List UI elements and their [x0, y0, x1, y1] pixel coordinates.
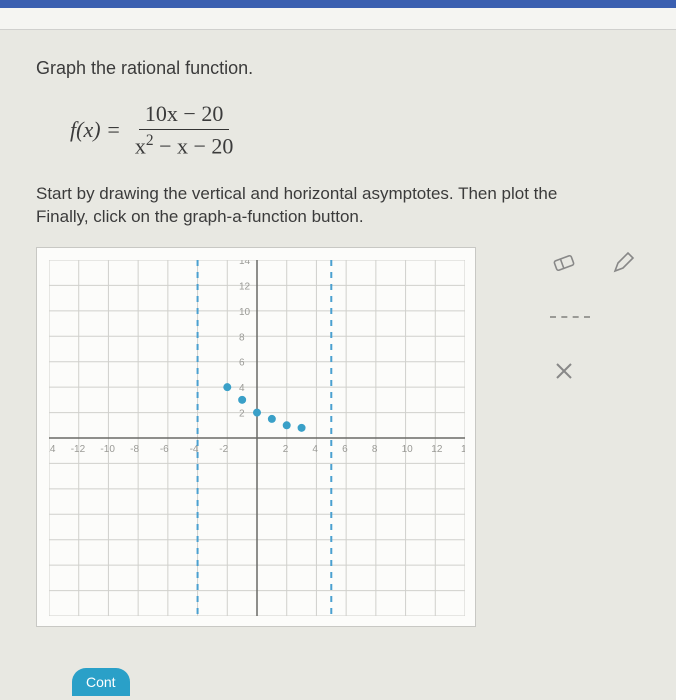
svg-text:4: 4	[312, 444, 318, 455]
question-prompt: Graph the rational function.	[36, 58, 676, 79]
instructions-line1: Start by drawing the vertical and horizo…	[36, 184, 557, 203]
svg-text:-6: -6	[160, 444, 169, 455]
dashed-line-icon	[550, 316, 590, 318]
svg-text:12: 12	[431, 444, 443, 455]
graph-svg[interactable]: 24681012142468101214-2-4-6-8-10-12-14	[49, 260, 465, 616]
toolbox	[546, 247, 666, 409]
svg-text:14: 14	[239, 260, 251, 267]
svg-text:-12: -12	[71, 444, 86, 455]
svg-text:4: 4	[239, 383, 245, 394]
graph-area: 24681012142468101214-2-4-6-8-10-12-14	[36, 247, 676, 627]
svg-text:-14: -14	[49, 444, 56, 455]
svg-text:10: 10	[239, 307, 251, 318]
svg-text:-2: -2	[219, 444, 228, 455]
formula-lhs: f(x) =	[70, 117, 121, 143]
formula-fraction: 10x − 20 x2 − x − 20	[129, 101, 240, 159]
svg-text:2: 2	[283, 444, 289, 455]
svg-text:12: 12	[239, 282, 251, 293]
svg-text:6: 6	[239, 358, 245, 369]
svg-text:-8: -8	[130, 444, 139, 455]
svg-text:8: 8	[372, 444, 378, 455]
svg-text:2: 2	[239, 409, 245, 420]
continue-button[interactable]: Cont	[72, 668, 130, 696]
close-tool[interactable]	[546, 355, 582, 387]
svg-text:6: 6	[342, 444, 348, 455]
app-header-strip	[0, 8, 676, 30]
dashed-line-tool[interactable]	[546, 301, 594, 333]
pencil-tool[interactable]	[606, 247, 642, 279]
formula-denominator: x2 − x − 20	[129, 130, 240, 159]
eraser-tool[interactable]	[546, 247, 582, 279]
function-formula: f(x) = 10x − 20 x2 − x − 20	[70, 101, 676, 159]
instructions: Start by drawing the vertical and horizo…	[36, 183, 672, 229]
svg-text:-10: -10	[100, 444, 115, 455]
instructions-line2: Finally, click on the graph-a-function b…	[36, 207, 364, 226]
question-content: Graph the rational function. f(x) = 10x …	[0, 30, 676, 229]
svg-text:8: 8	[239, 332, 245, 343]
formula-numerator: 10x − 20	[139, 101, 229, 130]
svg-text:10: 10	[402, 444, 414, 455]
graph-canvas[interactable]: 24681012142468101214-2-4-6-8-10-12-14	[36, 247, 476, 627]
svg-text:14: 14	[461, 444, 465, 455]
window-top-bar	[0, 0, 676, 8]
